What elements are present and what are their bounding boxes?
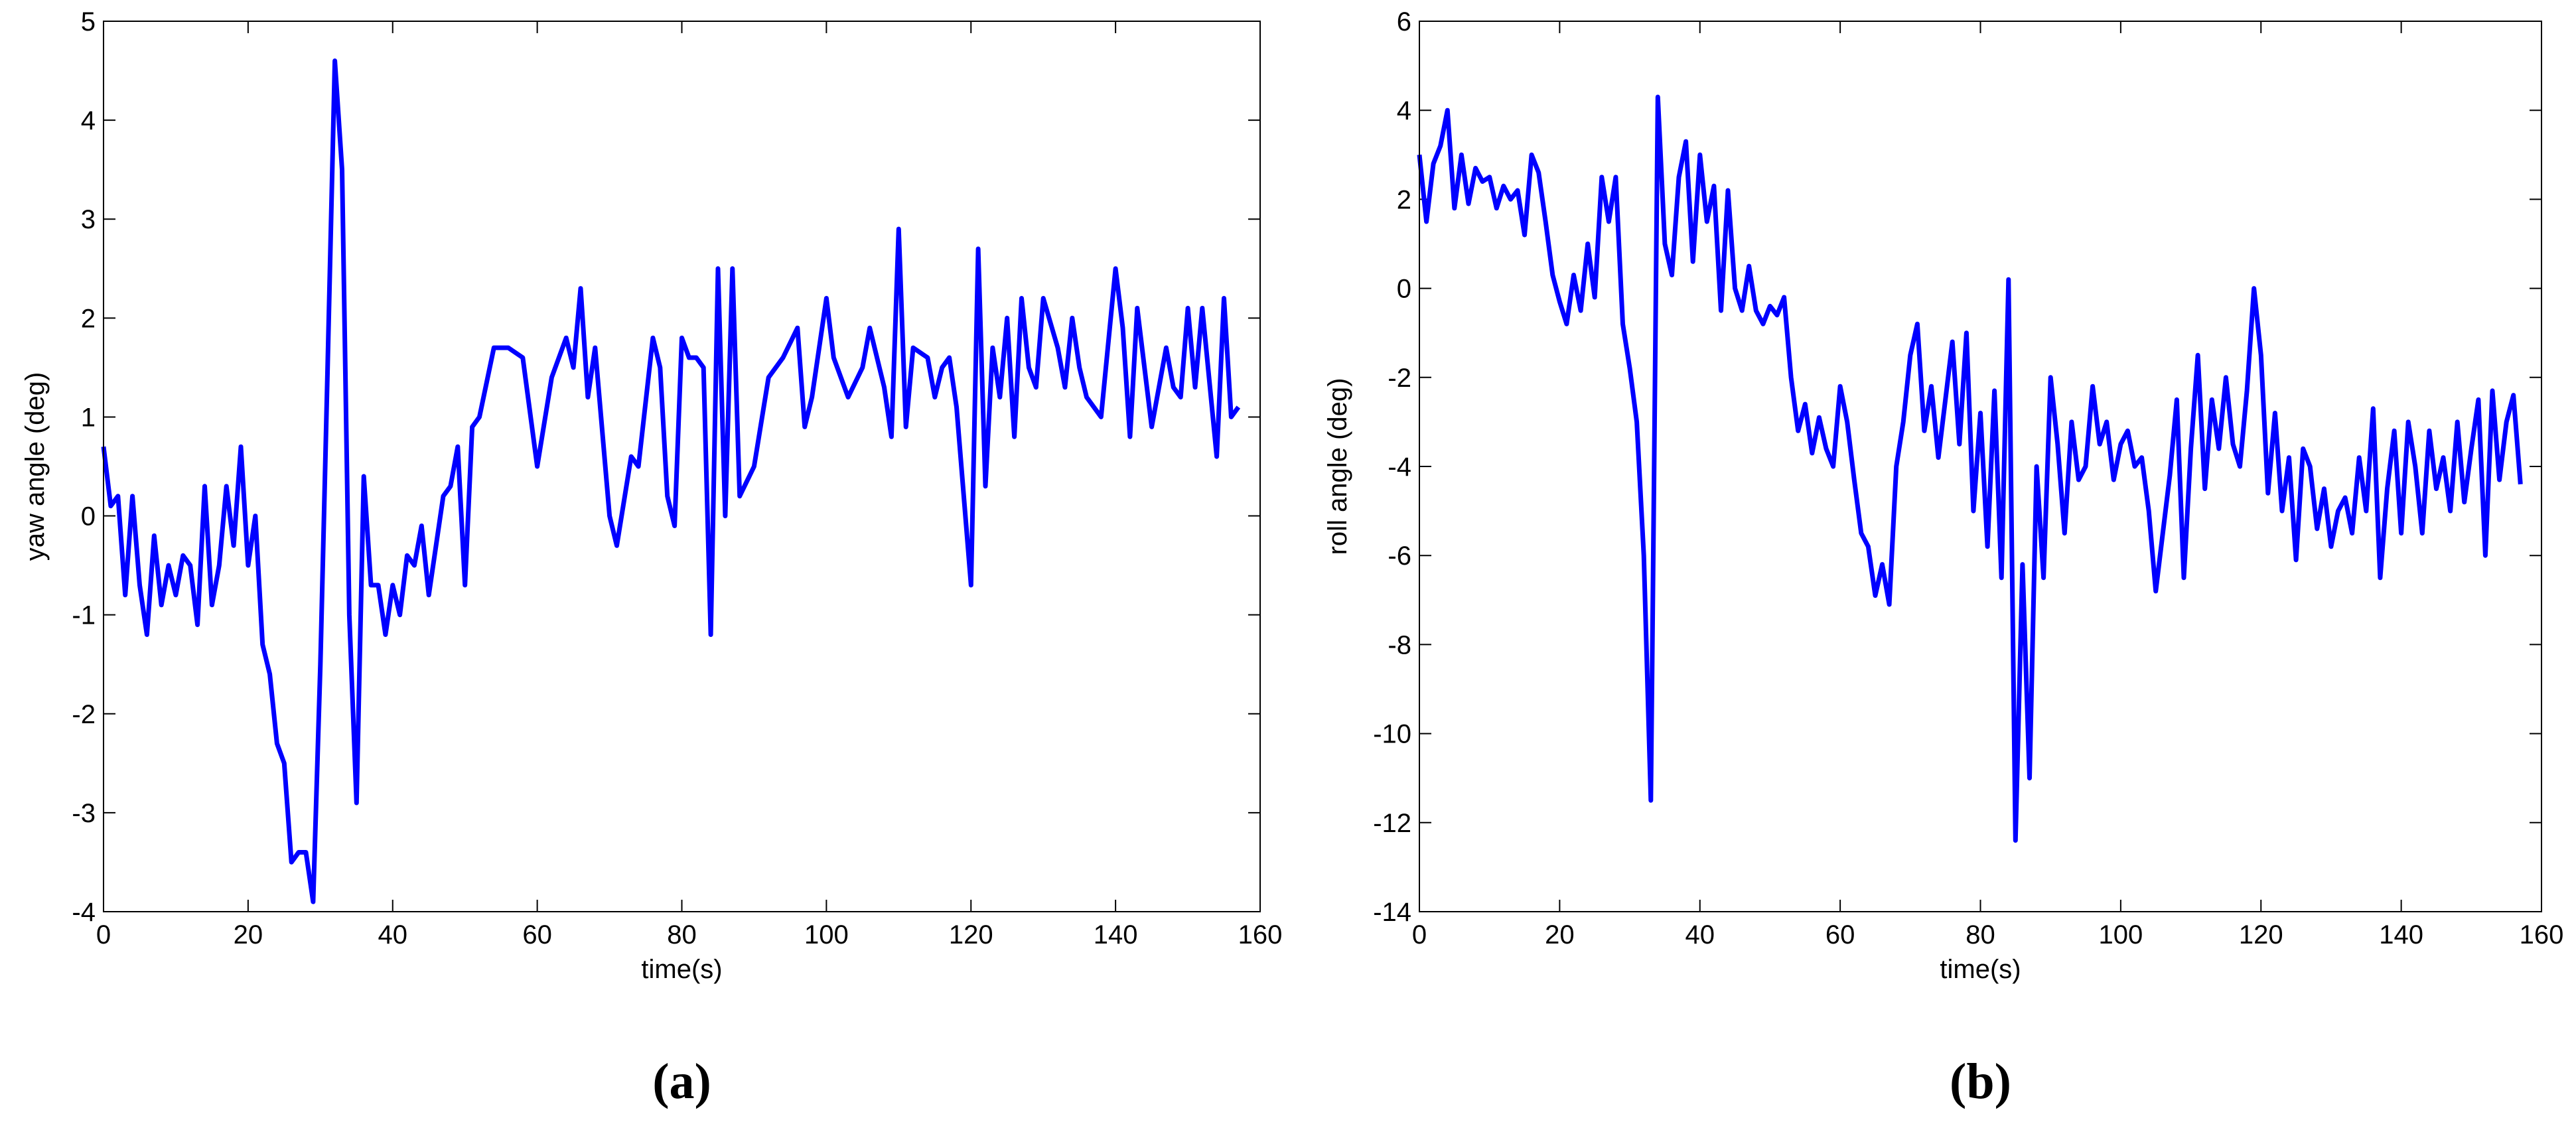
x-tick-label: 20 — [234, 920, 263, 949]
x-tick-label: 120 — [949, 920, 993, 949]
x-tick-label: 60 — [1825, 920, 1855, 949]
y-tick-label: -4 — [72, 898, 96, 927]
y-tick-label: 0 — [1397, 275, 1411, 304]
plot-frame — [103, 21, 1261, 912]
x-axis-label: time(s) — [641, 955, 722, 984]
y-tick-label: 4 — [81, 106, 96, 135]
x-tick-label: 60 — [522, 920, 552, 949]
y-tick-label: -12 — [1373, 809, 1411, 838]
x-tick-label: 40 — [378, 920, 408, 949]
x-tick-label: 160 — [1238, 920, 1283, 949]
x-tick-label: 80 — [667, 920, 697, 949]
x-tick-label: 0 — [1412, 920, 1427, 949]
y-tick-label: -3 — [72, 799, 96, 828]
x-tick-label: 100 — [2099, 920, 2143, 949]
y-tick-label: 2 — [1397, 185, 1411, 214]
caption: (a) — [652, 1054, 711, 1109]
x-tick-label: 120 — [2239, 920, 2283, 949]
y-tick-label: 2 — [81, 304, 96, 333]
y-tick-label: -6 — [1388, 541, 1411, 571]
y-tick-label: 1 — [81, 403, 96, 432]
y-axis-label: roll angle (deg) — [1323, 378, 1352, 555]
x-tick-label: 140 — [1094, 920, 1138, 949]
data-line — [1417, 94, 2523, 843]
plot-frame — [1419, 21, 2542, 912]
y-tick-label: -4 — [1388, 453, 1411, 482]
x-tick-label: 160 — [2520, 920, 2564, 949]
data-line — [101, 58, 1241, 904]
x-axis-label: time(s) — [1940, 955, 2021, 984]
y-tick-label: 5 — [81, 7, 96, 36]
y-tick-label: 4 — [1397, 96, 1411, 125]
y-tick-label: -14 — [1373, 898, 1411, 927]
x-tick-label: 80 — [1966, 920, 1995, 949]
y-tick-label: -2 — [1388, 364, 1411, 393]
y-tick-label: -8 — [1388, 630, 1411, 660]
caption: (b) — [1950, 1054, 2011, 1109]
y-axis-label: yaw angle (deg) — [21, 372, 50, 561]
x-tick-label: 100 — [804, 920, 849, 949]
y-tick-label: -10 — [1373, 720, 1411, 749]
y-tick-label: 0 — [81, 502, 96, 531]
y-tick-label: -1 — [72, 601, 96, 630]
x-tick-label: 20 — [1545, 920, 1575, 949]
y-tick-label: -2 — [72, 700, 96, 729]
y-tick-label: 6 — [1397, 7, 1411, 36]
x-tick-label: 40 — [1685, 920, 1715, 949]
x-tick-label: 0 — [96, 920, 111, 949]
y-tick-label: 3 — [81, 205, 96, 234]
x-tick-label: 140 — [2379, 920, 2423, 949]
